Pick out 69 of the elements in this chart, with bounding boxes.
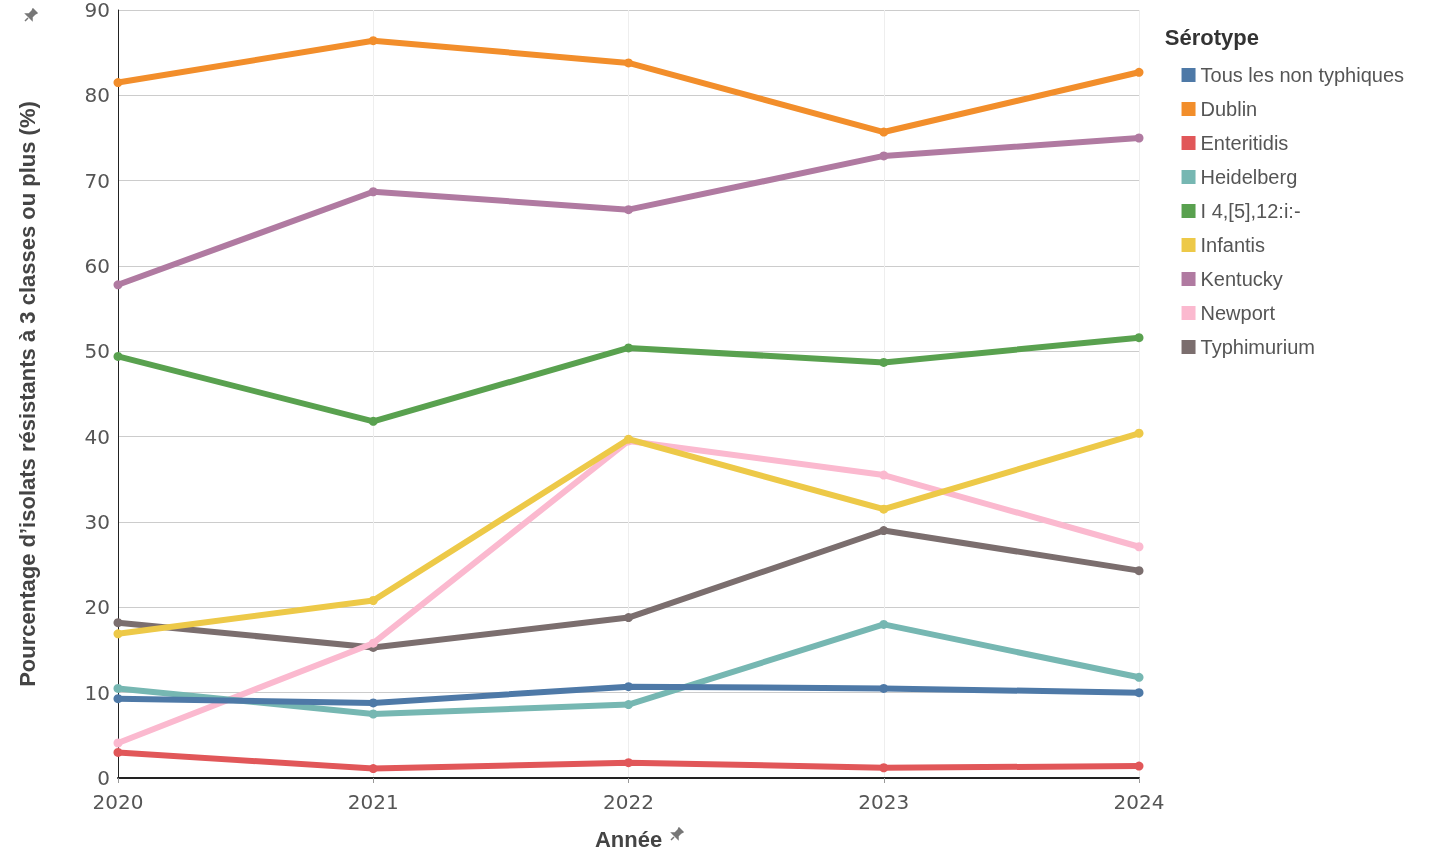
- legend-label: Dublin: [1200, 98, 1258, 120]
- point: [624, 700, 633, 710]
- legend-label: Newport: [1200, 302, 1276, 324]
- point: [879, 357, 889, 367]
- legend-title: Sérotype: [1164, 24, 1260, 50]
- y-tick-label: 10: [84, 680, 110, 705]
- point: [368, 709, 378, 719]
- y-axis-title: Pourcentage d’isolats résistants à 3 classes ou plus (%): [14, 101, 40, 687]
- point: [879, 151, 889, 161]
- legend-label: Infantis: [1200, 234, 1266, 256]
- legend-label: Typhimurium: [1200, 336, 1316, 358]
- point: [1134, 566, 1144, 576]
- legend-label: Kentucky: [1200, 268, 1283, 290]
- point: [368, 416, 378, 426]
- point: [113, 694, 123, 704]
- point: [1134, 542, 1144, 552]
- point: [879, 470, 889, 480]
- x-axis-title: Année: [594, 826, 663, 852]
- legend-label: Heidelberg: [1200, 166, 1298, 188]
- point: [368, 764, 378, 774]
- point: [624, 343, 633, 353]
- y-tick-label: 30: [84, 510, 110, 534]
- point: [624, 58, 633, 68]
- x-tick-label: 2020: [92, 790, 144, 814]
- y-tick-label: 40: [84, 424, 110, 449]
- point: [879, 127, 889, 137]
- point: [368, 187, 378, 197]
- point: [879, 619, 889, 629]
- point: [624, 205, 633, 215]
- x-tick-label: 2021: [347, 790, 399, 814]
- legend-label: I 4,[5],12:i:-: [1200, 200, 1301, 222]
- point: [368, 36, 378, 46]
- point: [113, 280, 123, 290]
- x-tick-label: 2024: [1113, 790, 1165, 814]
- point: [368, 596, 378, 605]
- point: [113, 351, 123, 361]
- point: [879, 763, 889, 773]
- y-tick-label: 50: [84, 339, 110, 364]
- legend-label: Tous les non typhiques: [1200, 64, 1404, 86]
- point: [1134, 428, 1144, 438]
- point: [624, 613, 633, 623]
- point: [113, 683, 123, 693]
- point: [1134, 672, 1144, 682]
- point: [113, 747, 123, 757]
- y-tick-label: 0: [97, 766, 110, 790]
- y-tick-label: 70: [84, 168, 110, 193]
- y-tick-label: 90: [84, 0, 110, 22]
- point: [1134, 133, 1144, 143]
- legend-label: Enteritidis: [1200, 132, 1289, 154]
- x-tick-label: 2023: [858, 790, 910, 814]
- point: [879, 504, 889, 514]
- point: [368, 638, 378, 648]
- point: [113, 78, 123, 88]
- point: [113, 629, 123, 639]
- point: [1134, 333, 1144, 343]
- point: [368, 698, 378, 708]
- point: [113, 618, 123, 628]
- y-tick-label: 20: [84, 595, 110, 620]
- point: [1134, 761, 1144, 771]
- x-tick-label: 2022: [603, 790, 654, 814]
- point: [879, 526, 889, 536]
- point: [113, 738, 123, 748]
- point: [624, 682, 633, 692]
- point: [624, 758, 633, 768]
- point: [1134, 67, 1144, 77]
- y-tick-label: 80: [84, 83, 110, 108]
- point: [879, 683, 889, 693]
- y-tick-label: 60: [84, 254, 110, 278]
- point: [1134, 688, 1144, 698]
